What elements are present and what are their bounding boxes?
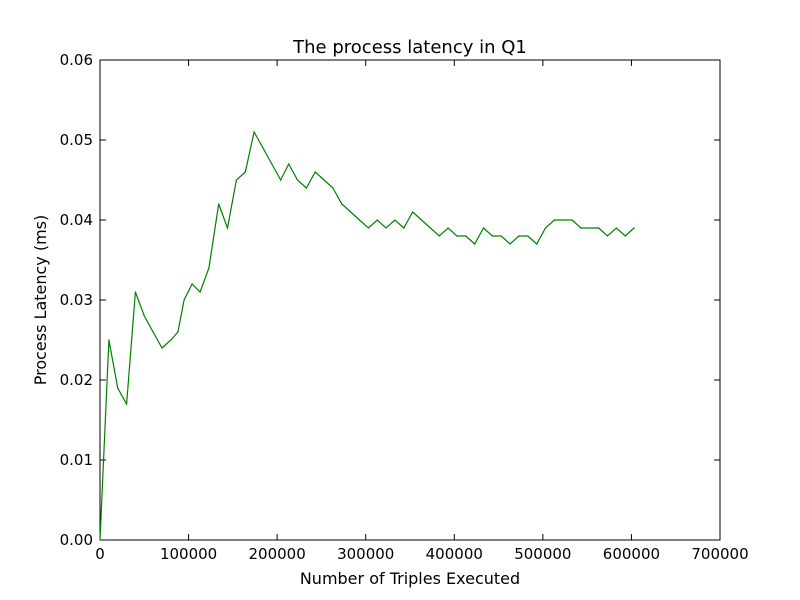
data-point [376,219,378,221]
data-point [191,283,193,285]
y-tick-label: 0.05 [60,131,93,149]
data-point [403,227,405,229]
data-point [341,203,343,205]
data-point [143,315,145,317]
axis-tick-labels: 0 100000 200000 300000 400000 500000 600000 700… [60,51,749,563]
data-point [332,187,334,189]
data-point [474,243,476,245]
data-point [152,331,154,333]
data-point [226,227,229,229]
data-point [108,339,110,341]
data-point [606,235,609,237]
data-point [134,291,137,293]
data-point [305,187,307,189]
data-point [170,339,172,341]
data-point [385,227,387,229]
data-point [177,331,179,333]
data-point [633,227,635,229]
data-point [271,163,273,165]
data-point [235,179,237,181]
data-point [420,219,423,221]
data-point [509,243,511,245]
data-point [99,539,101,541]
data-point [208,267,210,269]
chart-title: The process latency in Q1 [292,37,527,58]
data-point [438,235,440,237]
y-tick-label: 0.04 [60,211,93,229]
data-point [161,347,163,349]
data-point [323,179,325,181]
x-tick-label: 500000 [514,545,571,563]
x-tick-label: 600000 [603,545,660,563]
data-point [199,291,201,293]
data-point [350,211,352,213]
data-point [244,171,246,173]
x-tick-label: 200000 [249,545,306,563]
data-point [562,219,564,221]
x-tick-label: 300000 [337,545,394,563]
data-point [296,179,299,181]
x-tick-label: 400000 [426,545,483,563]
data-point [183,299,185,301]
data-point [518,235,520,237]
y-tick-label: 0.03 [60,291,93,309]
data-point [553,219,555,221]
data-point [624,235,626,237]
x-tick-label: 0 [95,545,105,563]
y-axis-label: Process Latency (ms) [31,215,50,386]
data-point [580,227,582,229]
data-point [262,147,264,149]
x-tick-label: 700000 [691,545,748,563]
data-point [500,235,502,237]
data-point [456,235,458,237]
data-point [280,179,282,181]
data-point [589,227,591,229]
data-point [412,211,414,213]
data-point [288,163,290,165]
data-point [598,227,600,229]
data-point [358,219,361,221]
axis-ticks [99,59,721,541]
y-tick-label: 0.06 [60,51,93,69]
data-point [218,203,220,205]
data-point [465,235,467,237]
data-point [429,227,431,229]
y-tick-label: 0.02 [60,371,93,389]
x-axis-label: Number of Triples Executed [300,569,520,588]
data-point [367,227,369,229]
data-point [117,387,119,389]
y-tick-label: 0.00 [60,531,93,549]
data-point [571,219,573,221]
x-tick-label: 100000 [160,545,217,563]
data-point [536,243,538,245]
latency-series-line [99,130,635,541]
data-point [253,131,255,133]
data-point [482,227,485,229]
data-point [394,219,396,221]
data-point [544,227,547,229]
data-point [447,227,449,229]
data-points [99,131,635,541]
data-point [615,227,617,229]
data-point [314,171,316,173]
data-point [491,235,493,237]
y-tick-label: 0.01 [60,451,93,469]
plot-area [99,59,721,541]
data-point [527,235,529,237]
data-point [125,403,128,405]
